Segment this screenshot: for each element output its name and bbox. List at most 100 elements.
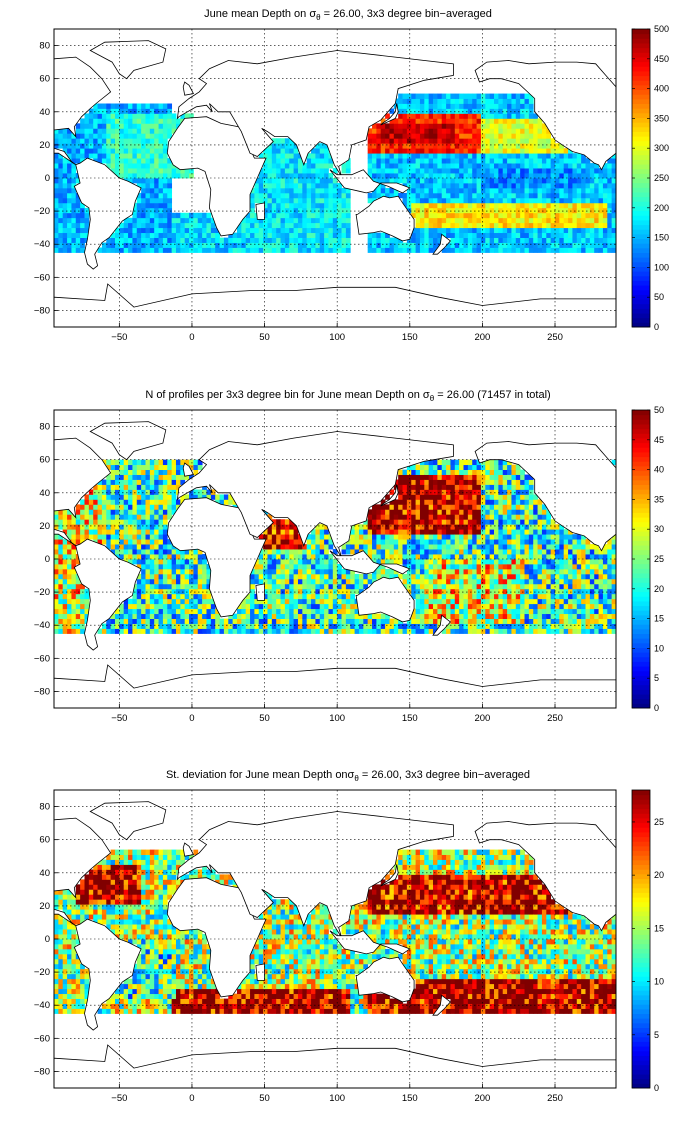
heat-cell [511,237,517,243]
heat-cell [467,217,473,224]
heat-cell [132,133,138,139]
heat-cell [541,192,547,199]
heat-cell [141,474,146,480]
heat-cell [175,559,181,565]
heat-cell [367,514,373,520]
heat-cell [402,519,408,525]
heat-cell [419,158,425,164]
heat-cell [149,588,155,595]
heat-cell [132,227,138,234]
heat-cell [459,469,464,475]
heat-cell [149,222,155,229]
heat-cell [489,128,495,134]
heat-cell [263,613,268,619]
heat-cell [141,197,146,204]
heat-cell [67,178,72,184]
heat-cell [424,499,430,505]
heat-cell [276,217,281,224]
heat-cell [280,593,286,600]
heat-cell [184,113,190,119]
heat-cell [398,519,403,525]
heat-cell [489,227,495,234]
heat-cell [110,242,116,248]
heat-cell [306,242,312,248]
heat-cell [428,187,434,194]
heat-cell [162,138,168,144]
heat-cell [372,138,377,144]
heat-cell [162,603,168,610]
heat-cell [498,143,504,149]
heat-cell [297,197,303,204]
heat-cell [555,197,560,204]
heat-cell [75,153,81,159]
heat-cell [210,227,216,234]
heat-cell [162,143,168,149]
heat-cell [489,212,495,219]
heat-cell [158,182,164,189]
heat-cell [415,479,421,485]
heat-cell [550,222,556,229]
heat-cell [380,138,386,144]
heat-cell [267,182,273,189]
heat-cell [489,232,495,238]
heat-cell [350,618,356,624]
heat-cell [594,227,599,234]
heat-cell [441,178,447,184]
heat-cell [67,197,72,204]
heat-cell [380,128,386,134]
heat-cell [297,554,303,560]
heat-cell [385,524,390,530]
heat-cell [398,153,403,159]
heat-cell [184,563,190,570]
heat-cell [114,133,120,139]
heat-cell [507,103,512,109]
heat-cell [402,578,408,585]
heat-cell [332,598,338,605]
heat-cell [141,153,146,159]
heat-cell [393,237,399,243]
heat-cell [511,178,517,184]
heat-cell [267,227,273,234]
heat-cell [524,93,530,99]
heat-cell [267,192,273,199]
heat-cell [280,217,286,224]
heat-cell [71,618,77,624]
heat-cell [114,539,120,545]
heat-cell [184,549,190,555]
heat-cell [71,578,77,585]
heat-cell [550,143,556,149]
heat-cell [480,168,486,174]
heat-cell [315,549,321,555]
heat-cell [149,519,155,525]
heat-cell [533,178,538,184]
heat-cell [489,237,495,243]
heat-cell [494,138,499,144]
heat-cell [454,563,460,570]
heat-cell [136,192,142,199]
heat-cell [306,583,312,590]
heat-cell [402,202,408,209]
heat-cell [411,247,416,253]
heat-cell [280,153,286,159]
heat-cell [315,534,321,540]
heat-cell [485,247,491,253]
heat-cell [589,217,595,224]
heat-cell [193,554,199,560]
heat-cell [450,148,456,154]
heat-cell [372,247,377,253]
heat-cell [446,469,451,475]
heat-cell [145,519,151,525]
heat-cell [419,509,425,515]
heat-cell [84,113,90,119]
heat-cell [62,514,68,520]
heat-cell [141,118,146,124]
heat-cell [446,499,451,505]
heat-cell [424,489,430,495]
heat-cell [297,549,303,555]
heat-cell [162,618,168,624]
heat-cell [602,237,608,243]
heat-cell [71,568,77,575]
heat-cell [293,227,299,234]
heat-cell [302,559,308,565]
